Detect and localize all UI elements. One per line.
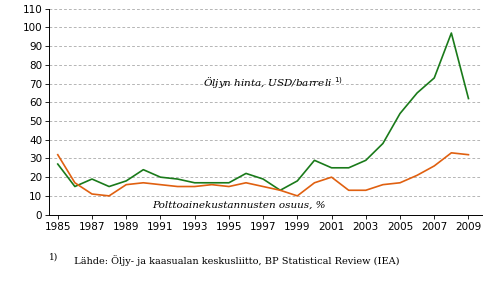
Text: Polttoainekustannusten osuus, %: Polttoainekustannusten osuus, % [152, 201, 325, 210]
Text: 1): 1) [49, 252, 59, 261]
Text: Lähde: Öljy- ja kaasualan keskusliitto, BP Statistical Review (IEA): Lähde: Öljy- ja kaasualan keskusliitto, … [71, 255, 400, 266]
Text: Öljyn hinta, USD/barreli $^{1)}$: Öljyn hinta, USD/barreli $^{1)}$ [203, 75, 343, 91]
